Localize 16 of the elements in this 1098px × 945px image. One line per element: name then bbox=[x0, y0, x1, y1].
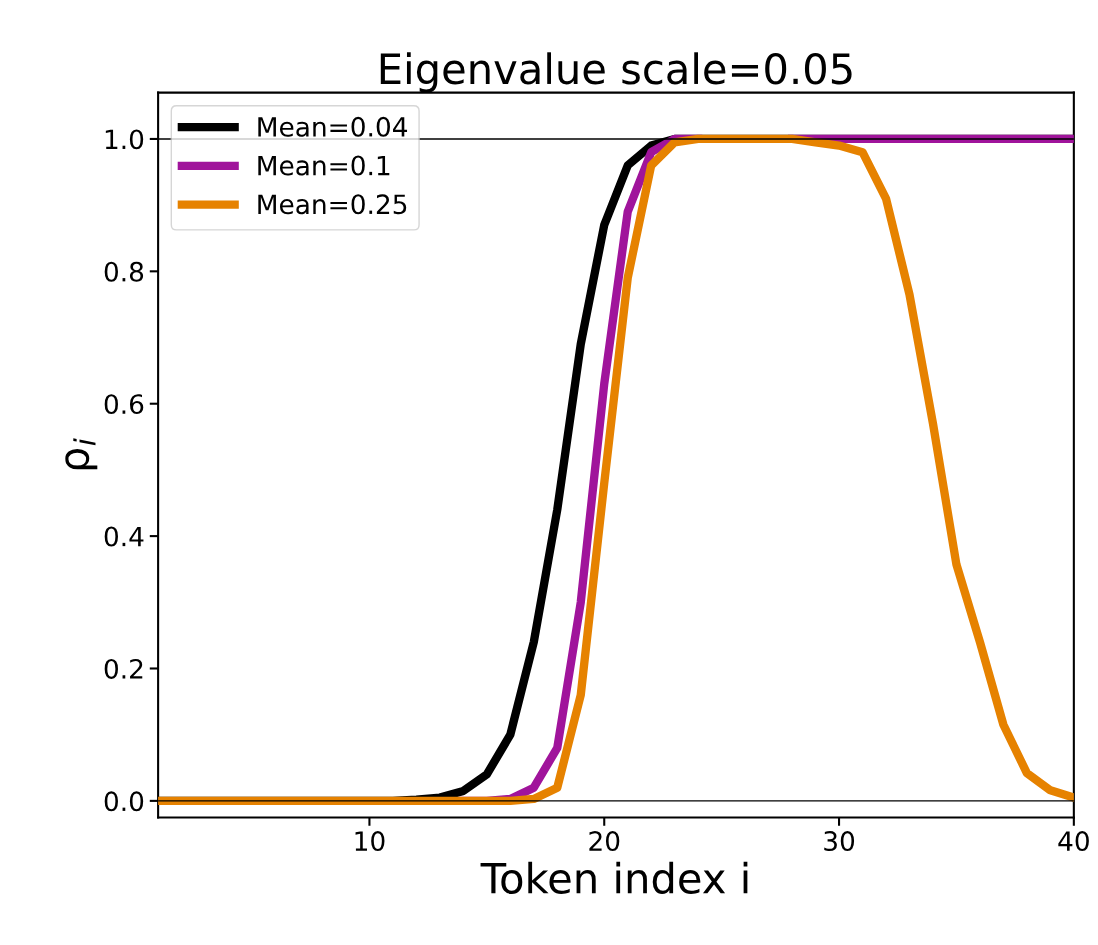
x-tick-label: 30 bbox=[824, 831, 855, 852]
y-tick-label: 0.8 bbox=[104, 261, 144, 282]
legend-label: Mean=0.1 bbox=[258, 155, 390, 176]
x-tick-label: 40 bbox=[1058, 831, 1089, 852]
chart-title: Eigenvalue scale=0.05 bbox=[380, 52, 852, 93]
legend-label: Mean=0.25 bbox=[258, 194, 407, 215]
y-tick-label: 1.0 bbox=[105, 129, 144, 150]
x-tick-label: 10 bbox=[355, 831, 385, 852]
y-tick-label: 0.0 bbox=[104, 791, 144, 812]
y-tick-label: 0.6 bbox=[104, 394, 144, 415]
y-axis-title: ρ$_{i}$ bbox=[65, 438, 98, 470]
legend-label: Mean=0.04 bbox=[258, 116, 408, 137]
y-tick-label: 0.2 bbox=[104, 658, 143, 679]
x-tick-label: 20 bbox=[589, 831, 620, 852]
x-axis-title: Token index i bbox=[480, 861, 748, 894]
y-tick-label: 0.4 bbox=[104, 526, 144, 547]
